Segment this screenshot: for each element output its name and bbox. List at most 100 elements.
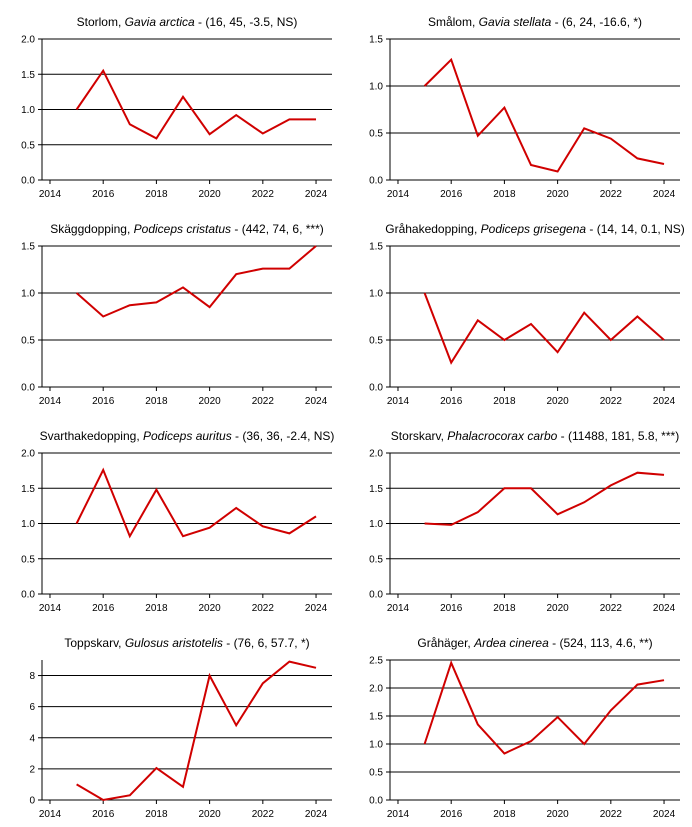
y-tick-label: 2.0 xyxy=(21,449,35,460)
y-tick-label: 0.0 xyxy=(369,176,383,187)
series-line xyxy=(76,660,317,802)
x-tick-label: 2018 xyxy=(145,809,168,820)
panel-title: Toppskarv, Gulosus aristotelis - (76, 6,… xyxy=(64,636,309,650)
x-tick-label: 2016 xyxy=(92,396,115,407)
y-tick-label: 1.0 xyxy=(369,519,383,530)
x-tick-label: 2014 xyxy=(39,189,62,200)
x-tick-label: 2024 xyxy=(653,603,676,614)
y-tick-label: 0.5 xyxy=(21,554,35,565)
trend-stats: - (11488, 181, 5.8, ***) xyxy=(557,429,680,443)
y-tick-label: 8 xyxy=(29,671,35,682)
x-tick-label: 2020 xyxy=(198,603,221,614)
y-tick-label: 0.5 xyxy=(369,129,383,140)
species-name: Skäggdopping, xyxy=(50,222,134,236)
panel-title: Smålom, Gavia stellata - (6, 24, -16.6, … xyxy=(428,15,642,29)
x-tick-label: 2022 xyxy=(252,189,275,200)
y-tick-label: 2 xyxy=(29,764,35,775)
x-tick-label: 2016 xyxy=(440,396,463,407)
x-tick-label: 2022 xyxy=(600,189,623,200)
latin-name: Gavia arctica xyxy=(124,15,195,29)
y-tick-label: 2.0 xyxy=(369,684,383,695)
line-plot: 0.0 0.5 1.0 1.5 2014 2016 2018 2020 2022 2024 xyxy=(369,242,680,407)
trend-stats: - (16, 45, -3.5, NS) xyxy=(194,15,298,29)
panel-skaggdopping: Skäggdopping, Podiceps cristatus - (442,… xyxy=(0,221,340,413)
x-tick-label: 2016 xyxy=(440,603,463,614)
x-tick-label: 2016 xyxy=(92,809,115,820)
species-name: Storlom, xyxy=(76,15,125,29)
series-line xyxy=(423,57,665,173)
x-tick-label: 2022 xyxy=(252,396,275,407)
panel-storskarv: Storskarv, Phalacrocorax carbo - (11488,… xyxy=(348,428,688,620)
y-tick-label: 6 xyxy=(29,702,35,713)
trend-stats: - (442, 74, 6, ***) xyxy=(231,222,324,236)
species-name: Svarthakedopping, xyxy=(39,429,143,443)
y-tick-label: 4 xyxy=(29,733,35,744)
y-tick-label: 1.0 xyxy=(21,519,35,530)
x-tick-label: 2016 xyxy=(92,189,115,200)
panel-grahakedopping: Gråhakedopping, Podiceps grisegena - (14… xyxy=(348,221,688,413)
x-tick-label: 2018 xyxy=(493,809,516,820)
x-tick-label: 2018 xyxy=(145,396,168,407)
panel-storlom: Storlom, Gavia arctica - (16, 45, -3.5, … xyxy=(0,14,340,206)
x-tick-label: 2014 xyxy=(387,189,410,200)
y-tick-label: 1.0 xyxy=(369,82,383,93)
series-line xyxy=(423,292,665,365)
y-tick-label: 0.0 xyxy=(369,383,383,394)
y-tick-label: 1.0 xyxy=(369,740,383,751)
x-tick-label: 2018 xyxy=(493,603,516,614)
latin-name: Podiceps cristatus xyxy=(133,222,232,236)
y-tick-label: 0.5 xyxy=(369,554,383,565)
panel-smalom: Smålom, Gavia stellata - (6, 24, -16.6, … xyxy=(348,14,688,206)
y-tick-label: 1.5 xyxy=(369,35,383,46)
latin-name: Ardea cinerea xyxy=(474,636,549,650)
y-tick-label: 1.0 xyxy=(21,289,35,300)
y-tick-label: 1.5 xyxy=(369,712,383,723)
panel-title: Svarthakedopping, Podiceps auritus - (36… xyxy=(40,429,335,443)
panel-title: Gråhäger, Ardea cinerea - (524, 113, 4.6… xyxy=(417,636,652,650)
y-tick-label: 0 xyxy=(29,796,35,807)
x-tick-label: 2022 xyxy=(600,603,623,614)
x-tick-label: 2024 xyxy=(653,809,676,820)
y-tick-label: 1.0 xyxy=(369,289,383,300)
panel-svarthakedopping: Svarthakedopping, Podiceps auritus - (36… xyxy=(0,428,340,620)
series-line xyxy=(423,659,665,755)
y-tick-label: 1.5 xyxy=(21,70,35,81)
latin-name: Gavia stellata xyxy=(478,15,552,29)
x-tick-label: 2024 xyxy=(653,189,676,200)
x-tick-label: 2014 xyxy=(387,603,410,614)
trend-stats: - (6, 24, -16.6, *) xyxy=(551,15,643,29)
x-tick-label: 2020 xyxy=(198,396,221,407)
y-tick-label: 0.0 xyxy=(21,176,35,187)
x-tick-label: 2014 xyxy=(39,809,62,820)
y-tick-label: 1.0 xyxy=(21,105,35,116)
line-plot: 0.0 0.5 1.0 1.5 2.0 2.5 2014 2016 2018 2020 2022 20… xyxy=(369,656,680,820)
latin-name: Gulosus aristotelis xyxy=(124,636,223,650)
line-plot: 0 2 4 6 8 2014 2016 2018 2020 2022 2024 xyxy=(29,660,332,820)
y-tick-label: 0.5 xyxy=(369,336,383,347)
species-name: Smålom, xyxy=(427,15,479,29)
y-tick-label: 2.0 xyxy=(369,449,383,460)
x-tick-label: 2022 xyxy=(600,809,623,820)
line-plot: 0.0 0.5 1.0 1.5 2.0 2014 2016 2018 2020 2022 2024 xyxy=(21,449,332,614)
y-tick-label: 1.5 xyxy=(369,484,383,495)
y-tick-label: 0.0 xyxy=(369,590,383,601)
x-tick-label: 2020 xyxy=(546,809,569,820)
y-tick-label: 0.5 xyxy=(21,336,35,347)
latin-name: Podiceps auritus xyxy=(142,429,232,443)
x-tick-label: 2016 xyxy=(92,603,115,614)
panel-title: Storlom, Gavia arctica - (16, 45, -3.5, … xyxy=(77,15,298,29)
x-tick-label: 2018 xyxy=(493,189,516,200)
x-tick-label: 2016 xyxy=(440,809,463,820)
line-plot: 0.0 0.5 1.0 1.5 2014 2016 2018 2020 2022 2024 xyxy=(369,35,680,200)
species-name: Storskarv, xyxy=(390,429,448,443)
y-tick-label: 0.0 xyxy=(369,796,383,807)
y-tick-label: 1.5 xyxy=(21,484,35,495)
panel-title: Storskarv, Phalacrocorax carbo - (11488,… xyxy=(391,429,679,443)
series-line xyxy=(75,467,317,539)
y-tick-label: 2.5 xyxy=(369,656,383,667)
y-tick-label: 0.5 xyxy=(369,768,383,779)
x-tick-label: 2014 xyxy=(387,809,410,820)
x-tick-label: 2014 xyxy=(39,396,62,407)
latin-name: Phalacrocorax carbo xyxy=(447,429,558,443)
